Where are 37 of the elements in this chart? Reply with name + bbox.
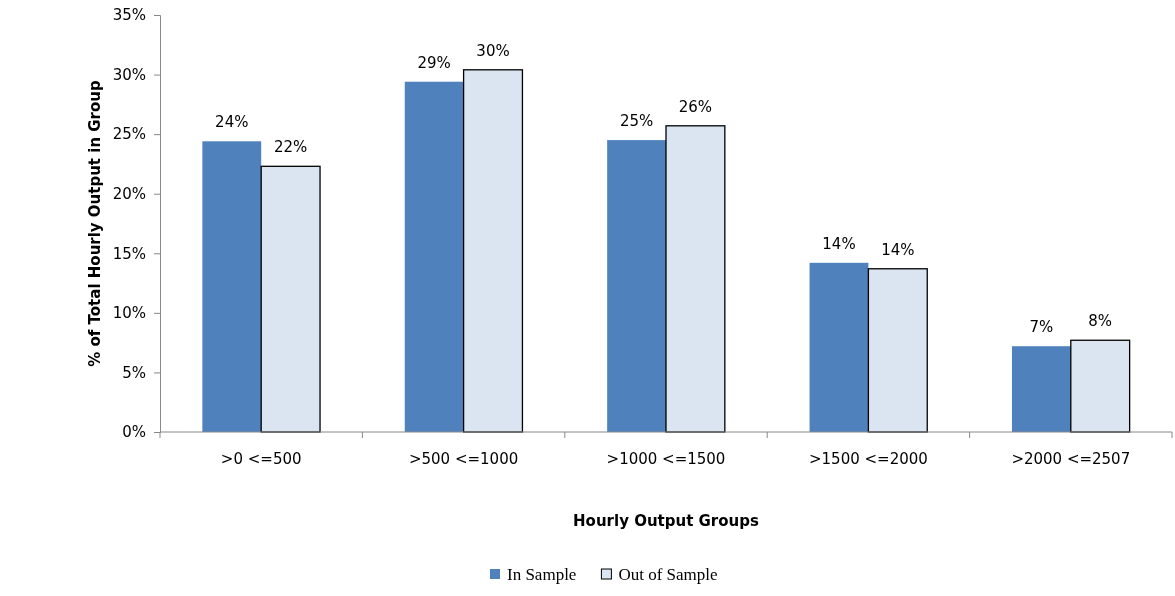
bar [260, 165, 321, 433]
bar [404, 81, 464, 432]
y-tick-label: 10% [112, 304, 146, 323]
data-label: 22% [273, 138, 308, 157]
x-tick-label: >2000 <=2507 [1011, 450, 1131, 468]
data-label: 24% [215, 113, 249, 132]
bar [665, 125, 726, 433]
y-tick-label: 30% [112, 65, 146, 84]
bar [462, 69, 524, 433]
x-tick-label: >1500 <=2000 [808, 450, 928, 468]
legend-label: Out of Sample [618, 565, 718, 584]
data-label: 14% [822, 234, 856, 253]
data-label: 29% [417, 53, 451, 72]
bar [1011, 346, 1071, 432]
x-tick-label: >0 <=500 [220, 450, 302, 468]
y-tick-label: 35% [112, 6, 146, 25]
data-label: 14% [881, 240, 915, 259]
data-label: 30% [476, 41, 510, 60]
bar [607, 140, 666, 432]
data-label: 8% [1088, 312, 1113, 331]
legend-label: In Sample [507, 565, 577, 584]
bar [1070, 339, 1131, 433]
data-label: 26% [678, 97, 713, 116]
y-tick-label: 0% [122, 423, 146, 442]
x-tick-label: >500 <=1000 [408, 450, 519, 468]
x-tick-label: >1000 <=1500 [606, 450, 726, 468]
y-tick-label: 25% [112, 125, 146, 144]
bar [202, 141, 262, 432]
y-tick-label: 5% [122, 363, 146, 382]
data-label: 25% [619, 112, 654, 131]
x-axis-title: Hourly Output Groups [573, 512, 759, 530]
y-tick-label: 20% [112, 185, 146, 204]
y-axis-title: % of Total Hourly Output in Group [86, 80, 104, 367]
y-tick-label: 15% [112, 244, 146, 263]
bar [867, 268, 928, 433]
bar [809, 262, 869, 432]
data-label: 7% [1029, 318, 1054, 337]
